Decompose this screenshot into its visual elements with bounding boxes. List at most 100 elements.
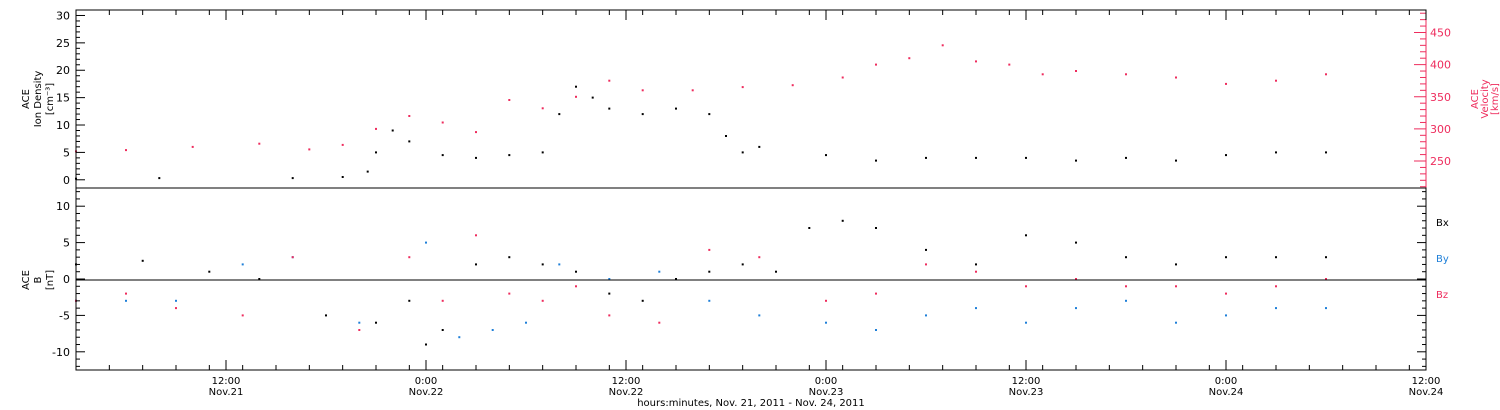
data-point [1125,285,1127,288]
top-left-tick-label: 20 [56,64,70,77]
data-point [1175,159,1177,162]
data-point [341,143,344,146]
data-point [558,263,561,266]
data-point [1175,285,1177,288]
data-point [941,44,944,47]
density-series [75,85,1327,180]
data-point [825,299,827,302]
data-point [1175,263,1177,266]
data-point [1075,307,1077,310]
data-point [1275,285,1277,288]
top-panel-frame [75,9,1427,189]
top-left-tick-label: 15 [56,92,70,105]
bottom-left-tick-label: -10 [52,346,70,359]
data-point [708,270,711,273]
data-point [758,314,761,317]
data-point [875,329,877,331]
data-point [125,292,127,295]
top-right-ylabel-line3: [km/s] [1490,83,1500,115]
data-point [975,156,977,159]
x-tick-sublabel: Nov.21 [209,387,244,398]
bottom-panel-frame [75,187,1427,371]
points-layer [75,44,1327,346]
top-left-tick-label: 0 [63,174,70,187]
data-point [125,299,127,302]
top-right-tick-label: 300 [1430,123,1451,136]
top-left-tick-label: 30 [56,9,70,22]
data-point [358,329,361,331]
data-point [591,96,594,99]
data-point [675,278,677,280]
x-tick-sublabel: Nov.23 [809,387,844,398]
data-point [708,248,711,251]
data-point [1025,285,1027,288]
data-point [875,227,877,229]
data-point [975,270,977,273]
data-point [1225,314,1227,317]
data-point [875,292,877,295]
top-right-axis: 250 300 350 400 450 [1414,10,1451,188]
data-point [675,107,677,110]
data-point [1275,79,1277,82]
data-point [1175,76,1177,79]
data-point [975,60,977,63]
bz-series [75,234,1327,331]
data-point [141,259,144,262]
bottom-left-tick-label: -5 [59,309,70,322]
data-point [1008,63,1011,66]
data-point [158,177,161,180]
bottom-left-tick-label: 10 [56,200,70,213]
top-left-tick-label: 10 [56,119,70,132]
top-left-ylabel-line3: [cm⁻³] [45,83,56,115]
top-right-tick-label: 350 [1430,91,1451,104]
data-point [1225,292,1227,295]
data-point [691,89,694,92]
data-point [608,314,611,317]
data-point [875,159,877,162]
bottom-ylabel-line2: B [33,276,44,283]
data-point [291,256,294,259]
legend-bx: Bx [1436,218,1449,229]
legend-bz: Bz [1436,290,1448,301]
x-tick-sublabel: Nov.22 [609,387,644,398]
data-point [658,321,661,324]
data-point [558,113,561,116]
data-point [1075,70,1077,72]
x-tick-label: 12:00 [1012,376,1041,387]
data-point [475,156,477,159]
data-point [475,234,477,237]
data-point [258,142,261,145]
by-series [75,241,1327,339]
data-point [191,145,194,148]
top-left-tick-label: 25 [56,37,70,50]
data-point [1175,321,1177,324]
data-point [658,270,661,273]
top-left-ylabel-line1: ACE [21,89,32,109]
data-point [408,256,411,259]
data-point [758,145,761,148]
data-point [925,263,927,266]
data-point [408,140,411,143]
data-point [1225,154,1227,157]
data-point [641,113,644,116]
data-point [925,314,927,317]
data-point [1275,256,1277,259]
data-point [575,270,577,273]
data-point [1325,256,1327,259]
data-point [1125,156,1127,159]
data-point [1025,234,1027,237]
top-right-tick-label: 450 [1430,26,1451,39]
data-point [508,99,511,101]
data-point [508,256,511,259]
data-point [1275,151,1277,154]
data-point [441,299,444,302]
data-point [508,292,511,295]
data-point [175,307,177,310]
data-point [358,321,361,324]
data-point [475,131,477,134]
data-point [1125,256,1127,259]
x-tick-label: 12:00 [612,376,641,387]
top-right-ylabel-line2: Velocity [1480,79,1491,118]
data-point [608,79,611,82]
